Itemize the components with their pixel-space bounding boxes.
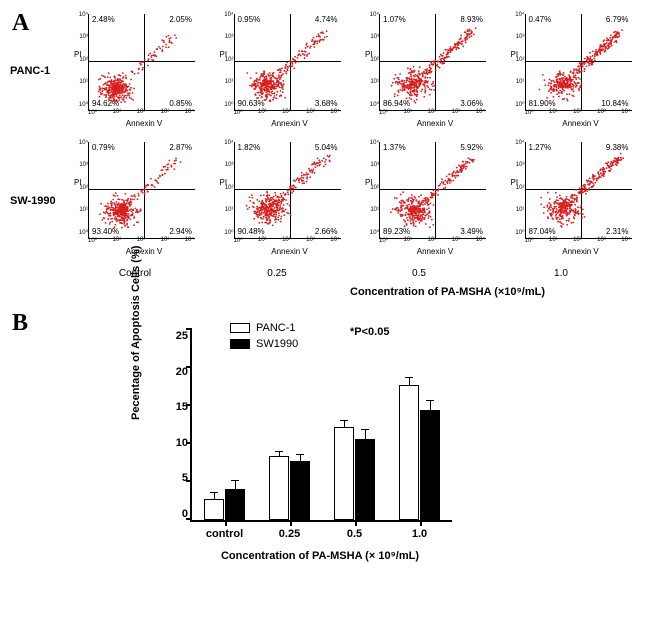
col-label-05: 0.5	[354, 268, 484, 279]
x-axis-label: Annexin V	[234, 119, 346, 128]
scatter-axes: 0.79%2.87%93.40%2.94%	[88, 142, 195, 239]
x-axis-label: Annexin V	[379, 247, 491, 256]
x-axis-label: Annexin V	[379, 119, 491, 128]
bar-x-label: Concentration of PA-MSHA (× 10⁹/mL)	[190, 550, 450, 575]
row-label-panc1: PANC-1	[10, 65, 60, 77]
bar	[334, 427, 355, 520]
bar	[225, 489, 246, 520]
x-tick-label: 0.5	[347, 528, 362, 540]
x-ticks: 10⁰10¹10²10³10⁴	[234, 237, 340, 244]
bar-y-ticks: 0510152025	[160, 330, 188, 520]
bar	[204, 499, 225, 520]
x-ticks: 10⁰10¹10²10³10⁴	[525, 237, 631, 244]
bar	[269, 456, 290, 520]
x-axis-label: Annexin V	[525, 247, 637, 256]
scatter-plot: PI10⁴10³10²10¹10⁰2.48%2.05%94.62%0.85%10…	[70, 10, 200, 130]
x-tick-label: control	[206, 528, 243, 540]
scatter-axes: 1.82%5.04%90.48%2.66%	[234, 142, 341, 239]
bar	[399, 385, 420, 520]
bar	[290, 461, 311, 520]
scatter-axes: 0.95%4.74%90.63%3.68%	[234, 14, 341, 111]
scatter-points	[526, 14, 632, 110]
scatter-axes: 1.27%9.38%87.04%2.31%	[525, 142, 632, 239]
x-ticks: 10⁰10¹10²10³10⁴	[88, 109, 194, 116]
scatter-plot: PI10⁴10³10²10¹10⁰1.82%5.04%90.48%2.66%10…	[216, 138, 346, 258]
bar-chart: PANC-1 SW1990 *P<0.05 Pecentage of Apopt…	[130, 320, 490, 570]
scatter-axes: 0.47%6.79%81.90%10.84%	[525, 14, 632, 111]
bar-chart-area: control0.250.51.0	[190, 330, 452, 522]
scatter-plot: PI10⁴10³10²10¹10⁰1.07%8.93%86.94%3.06%10…	[361, 10, 491, 130]
x-axis-label: Annexin V	[525, 119, 637, 128]
scatter-points	[235, 142, 341, 238]
x-ticks: 10⁰10¹10²10³10⁴	[525, 109, 631, 116]
scatter-points	[89, 14, 195, 110]
scatter-plot: PI10⁴10³10²10¹10⁰0.95%4.74%90.63%3.68%10…	[216, 10, 346, 130]
scatter-plot: PI10⁴10³10²10¹10⁰1.37%5.92%89.23%3.49%10…	[361, 138, 491, 258]
bar	[420, 410, 441, 520]
scatter-points	[89, 142, 195, 238]
x-ticks: 10⁰10¹10²10³10⁴	[379, 109, 485, 116]
panel-b: B PANC-1 SW1990 *P<0.05 Pecentage of Apo…	[10, 310, 640, 620]
scatter-axes: 1.37%5.92%89.23%3.49%	[379, 142, 486, 239]
scatter-axes: 1.07%8.93%86.94%3.06%	[379, 14, 486, 111]
concentration-caption-a: Concentration of PA-MSHA (×10⁹/mL)	[350, 286, 545, 298]
panel-a-label: A	[12, 10, 29, 37]
x-tick-label: 1.0	[412, 528, 427, 540]
col-label-025: 0.25	[212, 268, 342, 279]
bar	[355, 439, 376, 520]
x-axis-label: Annexin V	[234, 247, 346, 256]
y-tick: 25	[176, 330, 188, 342]
x-axis-label: Annexin V	[88, 247, 200, 256]
y-tick: 15	[176, 401, 188, 413]
panel-a: A PANC-1 SW-1990 PI10⁴10³10²10¹10⁰2.48%2…	[10, 10, 640, 310]
bar-y-label: Pecentage of Apoptosis Cells (%)	[130, 246, 142, 420]
col-label-10: 1.0	[496, 268, 626, 279]
y-tick: 5	[182, 472, 188, 484]
scatter-plot: PI10⁴10³10²10¹10⁰0.79%2.87%93.40%2.94%10…	[70, 138, 200, 258]
scatter-points	[235, 14, 341, 110]
scatter-plot: PI10⁴10³10²10¹10⁰1.27%9.38%87.04%2.31%10…	[507, 138, 637, 258]
x-ticks: 10⁰10¹10²10³10⁴	[234, 109, 340, 116]
scatter-plot: PI10⁴10³10²10¹10⁰0.47%6.79%81.90%10.84%1…	[507, 10, 637, 130]
scatter-points	[380, 14, 486, 110]
row-label-sw1990: SW-1990	[10, 195, 60, 207]
scatter-points	[380, 142, 486, 238]
scatter-points	[526, 142, 632, 238]
x-ticks: 10⁰10¹10²10³10⁴	[88, 237, 194, 244]
x-axis-label: Annexin V	[88, 119, 200, 128]
scatter-axes: 2.48%2.05%94.62%0.85%	[88, 14, 195, 111]
scatter-grid: PI10⁴10³10²10¹10⁰2.48%2.05%94.62%0.85%10…	[70, 10, 640, 258]
panel-b-label: B	[12, 310, 28, 337]
x-tick-label: 0.25	[279, 528, 300, 540]
x-ticks: 10⁰10¹10²10³10⁴	[379, 237, 485, 244]
